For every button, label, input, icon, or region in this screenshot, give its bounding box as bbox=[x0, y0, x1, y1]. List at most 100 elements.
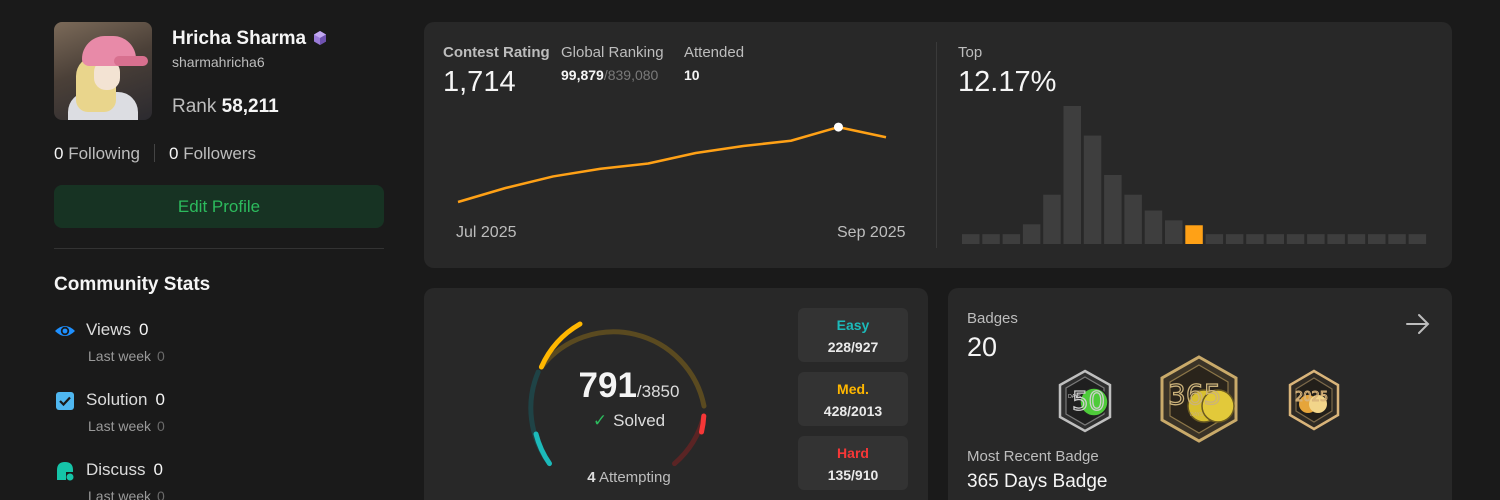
followers-count: 0 bbox=[169, 144, 179, 163]
badges-card: Badges 20 50 DAYS 365 DAYS 2025 Most Rec… bbox=[948, 288, 1452, 500]
distribution-bar[interactable] bbox=[1246, 234, 1264, 244]
global-ranking-value: 99,879/839,080 bbox=[561, 67, 659, 83]
difficulty-easy-value: 228/927 bbox=[827, 339, 879, 355]
axis-start-label: Jul 2025 bbox=[456, 224, 517, 241]
difficulty-hard-label: Hard bbox=[837, 445, 869, 461]
distribution-bar[interactable] bbox=[1104, 175, 1122, 244]
follow-divider bbox=[154, 144, 156, 162]
distribution-bar[interactable] bbox=[1368, 234, 1386, 244]
ring-medium-track bbox=[538, 329, 707, 409]
difficulty-hard[interactable]: Hard 135/910 bbox=[798, 436, 908, 490]
distribution-bar[interactable] bbox=[1307, 234, 1325, 244]
attempting-count: 4 bbox=[587, 469, 596, 486]
stat-discuss-value: 0 bbox=[153, 460, 163, 479]
stat-views-value: 0 bbox=[139, 320, 149, 339]
contest-rating-value: 1,714 bbox=[443, 66, 516, 98]
ring-hard-progress bbox=[699, 413, 707, 435]
distribution-bar[interactable] bbox=[1205, 234, 1224, 244]
difficulty-medium-value: 428/2013 bbox=[823, 403, 883, 419]
profile-username: sharmahricha6 bbox=[172, 54, 265, 70]
distribution-bar[interactable] bbox=[1043, 194, 1061, 244]
solved-count-value: 791 bbox=[578, 366, 637, 405]
distribution-bar[interactable] bbox=[1022, 224, 1041, 244]
followers-label: Followers bbox=[183, 144, 256, 163]
stat-views-lastweek: Last week 0 bbox=[88, 348, 165, 364]
top-percent-value: 12.17% bbox=[958, 66, 1057, 98]
checkbox-icon bbox=[56, 392, 74, 410]
distribution-bar[interactable] bbox=[1225, 234, 1244, 244]
ring-medium-progress bbox=[538, 321, 583, 370]
rating-line-chart[interactable] bbox=[444, 112, 924, 222]
most-recent-badge-label: Most Recent Badge bbox=[967, 448, 1099, 465]
arrow-right-icon[interactable] bbox=[1404, 310, 1432, 338]
stat-views: Views 0 Last week 0 bbox=[54, 320, 384, 370]
distribution-bar[interactable] bbox=[1124, 194, 1142, 244]
top-percent-label: Top bbox=[958, 44, 983, 61]
distribution-bar[interactable] bbox=[1165, 220, 1183, 244]
avatar[interactable] bbox=[54, 22, 152, 120]
contest-rating-label: Contest Rating bbox=[443, 44, 550, 61]
stat-discuss-label: Discuss 0 bbox=[86, 460, 163, 479]
stat-solution-label: Solution 0 bbox=[86, 390, 165, 409]
solved-label-row: ✓ Solved bbox=[424, 411, 834, 431]
badges-count: 20 bbox=[967, 332, 998, 362]
distribution-bar[interactable] bbox=[1327, 234, 1345, 244]
attempting-label: Attempting bbox=[598, 469, 671, 486]
global-ranking-label: Global Ranking bbox=[561, 44, 664, 61]
distribution-bar[interactable] bbox=[1408, 234, 1427, 244]
sidebar-divider bbox=[54, 248, 384, 249]
distribution-bar[interactable] bbox=[1286, 234, 1305, 244]
difficulty-easy-label: Easy bbox=[836, 317, 870, 333]
difficulty-medium-label: Med. bbox=[837, 381, 869, 397]
distribution-bar[interactable] bbox=[962, 234, 980, 244]
solved-progress-ring[interactable] bbox=[512, 310, 712, 500]
stat-discuss: Discuss 0 Last week 0 bbox=[54, 460, 384, 500]
distribution-bar[interactable] bbox=[1347, 234, 1366, 244]
distribution-bar[interactable] bbox=[1388, 234, 1406, 244]
stat-solution: Solution 0 Last week 0 bbox=[54, 390, 384, 440]
attempting-row: 4 Attempting bbox=[424, 469, 834, 486]
most-recent-badge-name[interactable]: 365 Days Badge bbox=[967, 471, 1108, 492]
badge-50-sub: DAYS bbox=[1068, 394, 1081, 400]
badge-50-days[interactable]: 50 DAYS bbox=[1052, 368, 1118, 434]
badge-2025-annual[interactable]: 2025 bbox=[1282, 368, 1346, 432]
profile-name-row: Hricha Sharma bbox=[172, 28, 328, 50]
discuss-icon bbox=[57, 462, 74, 481]
distribution-bar[interactable] bbox=[1002, 234, 1021, 244]
stat-solution-lastweek: Last week 0 bbox=[88, 418, 165, 434]
profile-rank: Rank 58,211 bbox=[172, 96, 279, 118]
ring-easy-progress bbox=[533, 431, 552, 467]
solved-total: /3850 bbox=[636, 382, 680, 401]
distribution-bar[interactable] bbox=[1063, 106, 1082, 244]
rating-point-current[interactable] bbox=[833, 122, 843, 132]
contest-rating-card: Contest Rating 1,714 Global Ranking 99,8… bbox=[424, 22, 1452, 268]
global-ranking-total: /839,080 bbox=[603, 67, 659, 83]
rating-distribution-chart[interactable] bbox=[960, 102, 1430, 244]
difficulty-easy[interactable]: Easy 228/927 bbox=[798, 308, 908, 362]
following-link[interactable]: 0 Following bbox=[54, 144, 140, 163]
followers-link[interactable]: 0 Followers bbox=[169, 144, 256, 163]
distribution-bar[interactable] bbox=[1266, 234, 1285, 244]
badge-365-text: 365 bbox=[1168, 378, 1221, 411]
distribution-bar-current[interactable] bbox=[1185, 225, 1203, 244]
attended-label: Attended bbox=[684, 44, 745, 61]
solved-problems-card: 791/3850 ✓ Solved 4 Attempting Easy 228/9… bbox=[424, 288, 928, 500]
distribution-bar[interactable] bbox=[1083, 135, 1102, 244]
badge-365-days[interactable]: 365 DAYS bbox=[1156, 354, 1242, 444]
rating-line bbox=[457, 125, 887, 204]
axis-end-label: Sep 2025 bbox=[837, 224, 906, 241]
profile-name: Hricha Sharma bbox=[172, 28, 307, 49]
distribution-bar[interactable] bbox=[982, 234, 1000, 244]
badge-365-sub: DAYS bbox=[1190, 412, 1203, 418]
rank-value: 58,211 bbox=[221, 96, 279, 117]
edit-profile-button[interactable]: Edit Profile bbox=[54, 185, 384, 228]
follow-stats: 0 Following 0 Followers bbox=[54, 144, 256, 164]
following-label: Following bbox=[68, 144, 141, 163]
community-stats-title: Community Stats bbox=[54, 274, 211, 295]
difficulty-medium[interactable]: Med. 428/2013 bbox=[798, 372, 908, 426]
badge-2025-text: 2025 bbox=[1295, 390, 1328, 405]
distribution-bar[interactable] bbox=[1144, 210, 1163, 244]
stat-discuss-lastweek: Last week 0 bbox=[88, 488, 165, 500]
rating-card-divider bbox=[936, 42, 937, 248]
solved-label: Solved bbox=[613, 411, 666, 430]
